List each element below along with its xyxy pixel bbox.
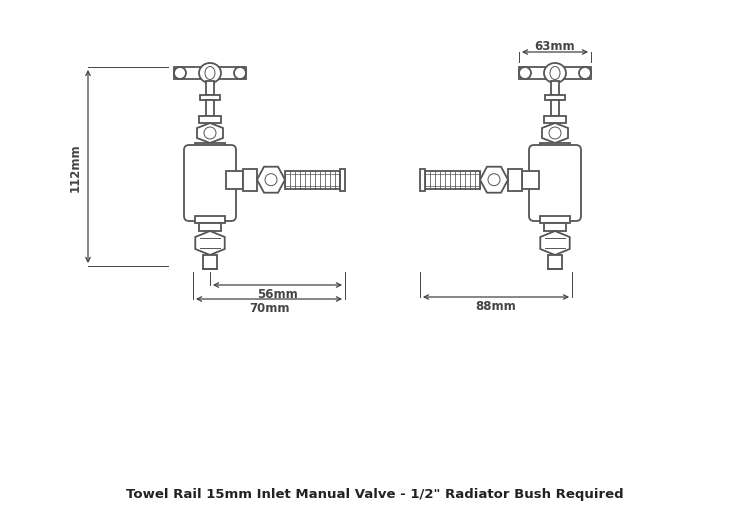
Bar [203,256,217,269]
Text: 56mm: 56mm [257,288,298,301]
Polygon shape [564,68,591,80]
Bar [195,144,225,151]
Bar [522,172,539,189]
Bar [540,144,570,151]
Text: 63mm: 63mm [535,39,575,52]
Ellipse shape [519,68,531,80]
Bar [285,172,340,189]
Ellipse shape [488,175,500,186]
Polygon shape [540,232,570,256]
Ellipse shape [199,64,221,84]
Bar [544,117,566,124]
Bar [206,101,214,117]
Bar [544,223,566,232]
Polygon shape [480,167,508,193]
Polygon shape [174,68,201,80]
Bar [425,172,480,189]
Ellipse shape [549,128,561,140]
Ellipse shape [174,68,186,80]
Bar [551,82,559,96]
Bar [545,96,565,101]
Ellipse shape [204,128,216,140]
Bar [540,216,570,223]
Text: 88mm: 88mm [476,300,516,313]
Bar [200,96,220,101]
Text: 70mm: 70mm [249,302,290,315]
Polygon shape [542,124,568,144]
Bar [508,169,522,191]
Text: Towel Rail 15mm Inlet Manual Valve - 1/2" Radiator Bush Required: Towel Rail 15mm Inlet Manual Valve - 1/2… [126,488,624,500]
Ellipse shape [205,67,215,80]
Bar [199,223,221,232]
Polygon shape [197,124,223,144]
Bar [551,101,559,117]
Bar [195,216,225,223]
FancyBboxPatch shape [184,146,236,221]
Bar [243,169,257,191]
Bar [206,82,214,96]
Bar [340,169,345,191]
Ellipse shape [234,68,246,80]
Polygon shape [519,68,546,80]
Polygon shape [195,232,225,256]
Ellipse shape [550,67,560,80]
Polygon shape [257,167,285,193]
Bar [548,256,562,269]
Ellipse shape [544,64,566,84]
Bar [420,169,425,191]
Text: 112mm: 112mm [69,143,82,191]
Bar [199,117,221,124]
Ellipse shape [265,175,277,186]
Bar [226,172,243,189]
Polygon shape [219,68,246,80]
Ellipse shape [579,68,591,80]
FancyBboxPatch shape [529,146,581,221]
